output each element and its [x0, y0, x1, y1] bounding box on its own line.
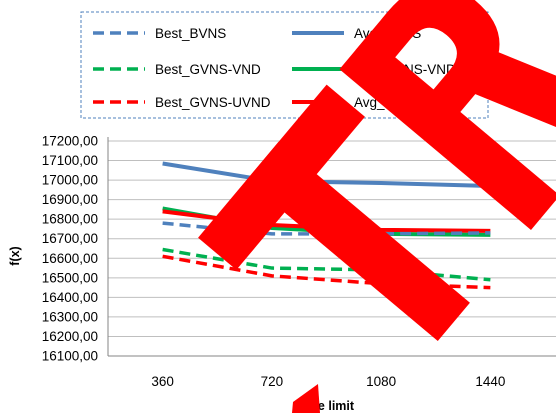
y-tick-label: 17000,00 — [42, 173, 98, 188]
x-tick-label: 1440 — [475, 374, 505, 389]
y-tick-label: 16400,00 — [42, 290, 98, 305]
axes — [107, 137, 556, 357]
y-tick-label: 16700,00 — [42, 231, 98, 246]
overlay-small-mark — [292, 384, 320, 413]
series-line-best_gvns-vnd — [162, 247, 491, 282]
y-tick-label: 17200,00 — [42, 134, 98, 149]
x-tick-label: 360 — [151, 374, 174, 389]
y-tick-labels: 16100,00 16200,00 16300,00 16400,00 16500,00… — [42, 134, 98, 364]
overlay-stroke-vertical — [246, 142, 470, 342]
y-tick-label: 16600,00 — [42, 251, 98, 266]
legend-label: Best_BVNS — [155, 26, 226, 41]
y-axis-title: f(x) — [8, 246, 22, 265]
overlay-stroke-r-leg — [465, 51, 556, 146]
y-tick-label: 16900,00 — [42, 192, 98, 207]
legend-label: Best_GVNS-VND — [155, 62, 261, 77]
x-tick-label: 720 — [261, 374, 284, 389]
x-tick-label: 1080 — [366, 374, 396, 389]
red-overlay-mark — [198, 0, 556, 413]
y-tick-label: 16200,00 — [42, 329, 98, 344]
overlay-stroke-top — [198, 84, 365, 270]
overlay-letters — [198, 0, 556, 342]
y-tick-label: 16300,00 — [42, 309, 98, 324]
x-tick-labels: 360 720 1080 1440 — [151, 374, 505, 389]
y-tick-label: 16500,00 — [42, 270, 98, 285]
y-tick-label: 16100,00 — [42, 349, 98, 364]
series-line-avg_bvns — [162, 161, 491, 188]
overlay-stroke-r-bowl — [355, 0, 500, 128]
legend-label: Best_GVNS-UVND — [155, 95, 271, 110]
overlay-stroke-r-stem — [339, 34, 556, 230]
y-tick-label: 17100,00 — [42, 153, 98, 168]
y-tick-label: 16800,00 — [42, 212, 98, 227]
